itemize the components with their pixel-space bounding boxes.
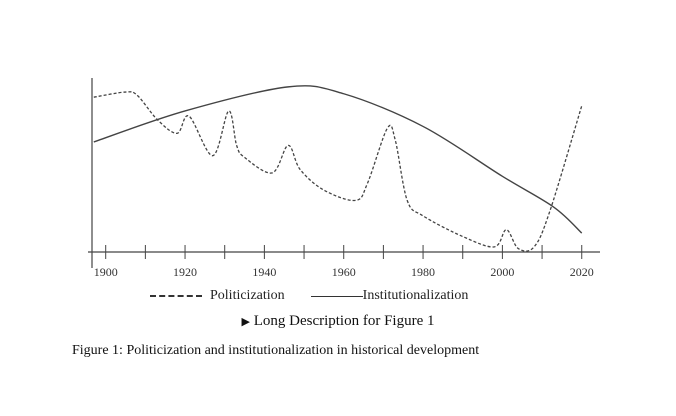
x-tick-label: 1920 (173, 265, 197, 279)
legend-institutionalization: Institutionalization (362, 288, 469, 303)
legend-dashed-swatch (150, 295, 202, 297)
legend: Politicization Institutionalization (150, 288, 468, 304)
long-description-toggle[interactable]: ▶ Long Description for Figure 1 (0, 313, 676, 330)
series-institutionalization (93, 85, 583, 234)
x-tick-label: 2000 (490, 265, 514, 279)
line-chart: 1900 1920 1940 1960 1980 2000 2020 (88, 78, 600, 279)
x-tick-label: 1980 (411, 265, 435, 279)
series-politicization (93, 91, 583, 252)
legend-politicization: Politicization (210, 288, 285, 303)
figure-caption: Figure 1: Politicization and institution… (72, 343, 480, 358)
x-tick-label: 2020 (570, 265, 594, 279)
x-tick-label: 1960 (332, 265, 356, 279)
legend-solid-swatch (310, 295, 363, 297)
x-tick-label: 1940 (252, 265, 276, 279)
x-tick-label: 1900 (94, 265, 118, 279)
long-description-label: Long Description for Figure 1 (253, 313, 435, 329)
triangle-right-icon: ▶ (241, 316, 250, 328)
